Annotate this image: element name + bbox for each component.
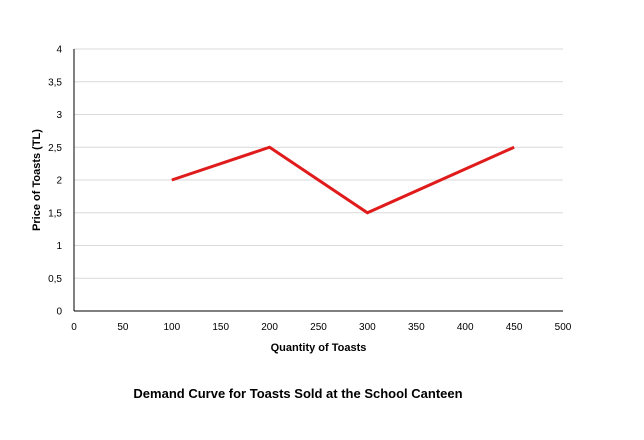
x-tick-label: 450 — [506, 322, 523, 333]
y-tick-label: 3,5 — [48, 77, 62, 88]
y-tick-label: 2,5 — [48, 143, 62, 154]
x-axis-title: Quantity of Toasts — [271, 342, 367, 354]
x-tick-label: 400 — [457, 322, 474, 333]
y-tick-label: 4 — [56, 45, 62, 56]
x-tick-label: 350 — [408, 322, 425, 333]
series-layer — [171, 145, 515, 215]
x-tick-label: 100 — [163, 322, 180, 333]
y-tick-label: 0 — [56, 307, 62, 318]
x-tick-label: 200 — [261, 322, 278, 333]
y-tick-label: 2 — [56, 176, 62, 187]
x-tick-label: 300 — [359, 322, 376, 333]
y-tick-label: 0,5 — [48, 274, 62, 285]
y-axis-title: Price of Toasts (TL) — [31, 129, 43, 231]
x-tick-labels: 0 50 100 150 200 250 300 350 400 450 500 — [71, 322, 572, 333]
x-tick-label: 0 — [71, 322, 77, 333]
axes — [73, 49, 563, 312]
y-tick-label: 1 — [56, 241, 62, 252]
chart-title: Demand Curve for Toasts Sold at the Scho… — [133, 386, 462, 401]
x-tick-label: 500 — [555, 322, 572, 333]
y-tick-label: 1,5 — [48, 208, 62, 219]
x-tick-label: 150 — [212, 322, 229, 333]
gridlines — [74, 48, 563, 279]
x-tick-label: 50 — [117, 322, 129, 333]
series-line-0 — [171, 145, 515, 215]
x-tick-label: 250 — [310, 322, 327, 333]
y-tick-labels: 0 0,5 1 1,5 2 2,5 3 3,5 4 — [48, 45, 62, 318]
y-tick-label: 3 — [56, 110, 62, 121]
